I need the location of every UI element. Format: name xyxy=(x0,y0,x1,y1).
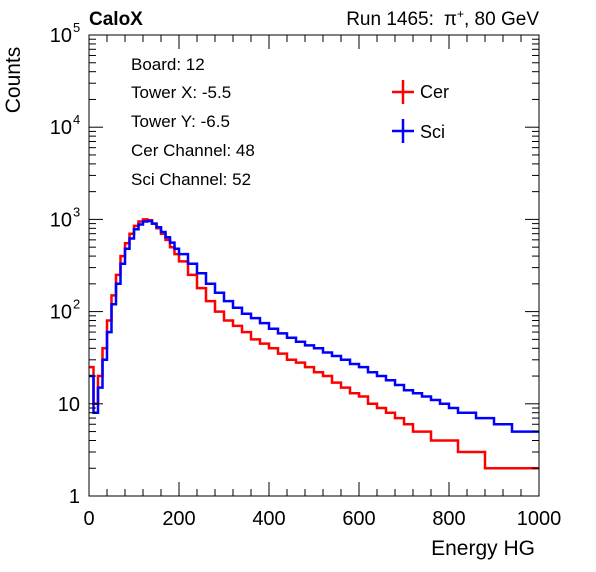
y-tick-label: 10 xyxy=(50,302,72,324)
info-cer-channel: Cer Channel: 48 xyxy=(131,141,255,160)
info-sci-channel: Sci Channel: 52 xyxy=(131,170,251,189)
legend-marker-cer xyxy=(392,80,414,104)
x-tick-label: 800 xyxy=(432,508,465,530)
x-tick-label: 200 xyxy=(162,508,195,530)
legend-marker-sci xyxy=(392,119,414,143)
info-board: Board: 12 xyxy=(131,55,205,74)
y-tick-label: 10 xyxy=(50,25,72,47)
y-tick-label: 1 xyxy=(69,486,80,508)
y-tick-exponent: 3 xyxy=(73,204,80,219)
x-tick-label: 400 xyxy=(252,508,285,530)
run-number: Run 1465: xyxy=(346,9,434,30)
series-layer xyxy=(89,218,539,470)
x-tick-label: 1000 xyxy=(517,508,562,530)
legend-label-cer: Cer xyxy=(420,82,449,102)
x-tick-label: 0 xyxy=(83,508,94,530)
x-axis-title: Energy HG xyxy=(431,537,535,560)
series-cer-line xyxy=(89,218,539,470)
plot-frame xyxy=(88,34,540,497)
info-box: Board: 12 Tower X: -5.5 Tower Y: -6.5 Ce… xyxy=(131,55,255,189)
series-sci-line xyxy=(89,219,539,433)
y-tick-label: 10 xyxy=(58,394,80,416)
legend-label-sci: Sci xyxy=(420,122,445,142)
beam-energy: , 80 GeV xyxy=(464,9,539,30)
y-tick-exponent: 5 xyxy=(73,20,80,35)
y-tick-label: 10 xyxy=(50,209,72,231)
experiment-label: CaloX xyxy=(89,9,143,30)
y-tick-label: 10 xyxy=(50,117,72,139)
particle-symbol: π xyxy=(444,9,457,30)
y-axis-title: Counts xyxy=(2,47,25,114)
y-tick-exponent: 4 xyxy=(73,112,80,127)
info-tower-x: Tower X: -5.5 xyxy=(131,83,231,102)
x-tick-label: 600 xyxy=(342,508,375,530)
legend: Cer Sci xyxy=(392,80,449,143)
particle-charge: + xyxy=(457,7,464,21)
y-tick-exponent: 2 xyxy=(73,297,80,312)
info-tower-y: Tower Y: -6.5 xyxy=(131,112,230,131)
run-label: Run 1465: π+, 80 GeV xyxy=(346,7,539,30)
